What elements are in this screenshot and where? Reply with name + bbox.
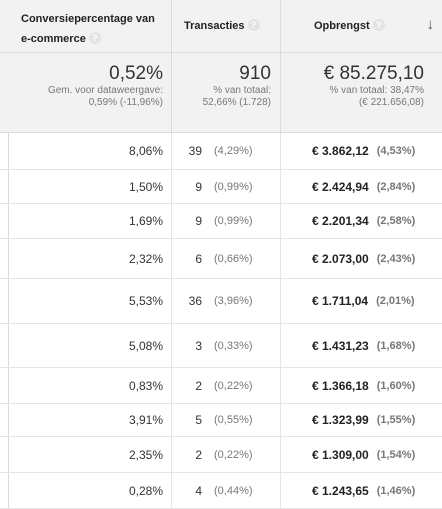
sort-descending-icon[interactable]: ↓: [426, 16, 435, 33]
row-transactions-pct: (3,96%): [214, 295, 253, 307]
row-revenue: € 1.309,00: [312, 447, 369, 462]
row-transactions: 36: [188, 294, 202, 308]
row-revenue: € 3.862,12: [312, 144, 369, 158]
header-revenue[interactable]: Opbrengst? ↓: [281, 0, 442, 52]
header-transactions[interactable]: Transacties?: [172, 0, 281, 52]
row-transactions-pct: (0,99%): [214, 180, 253, 193]
row-transactions: 5: [195, 413, 202, 427]
header-conversion-rate[interactable]: Conversiepercentage van e-commerce?: [9, 0, 172, 52]
table-row: 8,06% 39 (4,29%) € 3.862,12 (4,53%): [0, 133, 442, 170]
help-icon[interactable]: ?: [88, 32, 101, 44]
table-row: 0,28% 4 (0,44%) € 1.243,65 (1,46%): [0, 473, 442, 509]
row-transactions-pct: (0,66%): [214, 252, 253, 265]
total-conversion-line1: Gem. voor dataweergave:: [47, 85, 163, 96]
total-conversion-line2: 0,59% (-11,96%): [88, 97, 163, 108]
row-revenue: € 1.366,18: [312, 378, 369, 393]
row-revenue: € 2.201,34: [312, 214, 369, 228]
row-revenue-pct: (4,53%): [376, 145, 416, 157]
row-revenue-pct: (2,84%): [376, 180, 416, 193]
row-transactions-pct: (0,22%): [214, 379, 253, 392]
row-revenue: € 1.431,23: [312, 338, 369, 353]
table-row: 2,35% 2 (0,22%) € 1.309,00 (1,54%): [0, 437, 442, 473]
left-column-edge: [0, 0, 9, 509]
row-conversion: 3,91%: [128, 413, 163, 427]
row-transactions: 2: [195, 378, 202, 393]
total-transactions: 910 % van totaal: 52,66% (1.728): [172, 53, 281, 132]
row-revenue: € 2.424,94: [312, 179, 369, 194]
row-transactions: 9: [195, 214, 202, 228]
data-rows: 8,06% 39 (4,29%) € 3.862,12 (4,53%) 1,50% …: [0, 133, 442, 509]
table-header: Conversiepercentage van e-commerce? Tran…: [0, 0, 442, 53]
row-conversion: 5,53%: [128, 294, 163, 308]
total-transactions-value: 910: [239, 63, 271, 84]
row-revenue-pct: (1,46%): [376, 484, 416, 497]
row-transactions-pct: (4,29%): [214, 145, 253, 157]
row-transactions-pct: (0,33%): [214, 339, 253, 352]
row-transactions-pct: (0,55%): [214, 414, 253, 426]
table-row: 1,69% 9 (0,99%) € 2.201,34 (2,58%): [0, 204, 442, 239]
row-revenue: € 1.323,99: [312, 413, 369, 427]
row-transactions: 3: [195, 338, 202, 353]
row-conversion: 0,28%: [128, 483, 163, 498]
row-revenue-pct: (2,43%): [376, 252, 416, 265]
table-row: 2,32% 6 (0,66%) € 2.073,00 (2,43%): [0, 239, 442, 279]
row-transactions: 4: [195, 483, 202, 498]
help-icon[interactable]: ?: [372, 19, 385, 31]
table-row: 0,83% 2 (0,22%) € 1.366,18 (1,60%): [0, 368, 442, 404]
row-revenue: € 1.243,65: [312, 483, 369, 498]
table-row: 5,08% 3 (0,33%) € 1.431,23 (1,68%): [0, 324, 442, 368]
row-revenue-pct: (2,01%): [376, 295, 415, 307]
row-transactions-pct: (0,22%): [214, 448, 253, 461]
row-transactions: 6: [195, 251, 202, 266]
total-conversion: 0,52% Gem. voor dataweergave: 0,59% (-11…: [9, 53, 172, 132]
row-transactions: 39: [188, 144, 202, 158]
row-revenue: € 2.073,00: [312, 251, 369, 266]
totals-row: 0,52% Gem. voor dataweergave: 0,59% (-11…: [0, 53, 442, 133]
row-conversion: 1,50%: [128, 179, 163, 194]
total-revenue-line1: % van totaal: 38,47%: [329, 85, 424, 96]
row-conversion: 8,06%: [128, 144, 163, 158]
header-transactions-label: Transacties: [184, 20, 245, 32]
total-revenue: € 85.275,10 % van totaal: 38,47% (€ 221.…: [281, 53, 442, 132]
row-conversion: 2,32%: [128, 251, 163, 266]
table-row: 1,50% 9 (0,99%) € 2.424,94 (2,84%): [0, 170, 442, 204]
header-conversion-label: Conversiepercentage van e-commerce: [21, 13, 155, 45]
total-revenue-value: € 85.275,10: [323, 63, 424, 84]
total-transactions-line2: 52,66% (1.728): [202, 97, 271, 108]
table-row: 3,91% 5 (0,55%) € 1.323,99 (1,55%): [0, 404, 442, 437]
row-revenue-pct: (2,58%): [376, 215, 416, 227]
row-transactions: 2: [195, 447, 202, 462]
row-transactions-pct: (0,99%): [214, 215, 253, 227]
row-revenue-pct: (1,60%): [376, 379, 416, 392]
header-revenue-label: Opbrengst: [314, 20, 370, 32]
row-conversion: 1,69%: [128, 214, 163, 228]
help-icon[interactable]: ?: [247, 19, 260, 31]
row-revenue-pct: (1,68%): [376, 339, 416, 352]
row-transactions-pct: (0,44%): [214, 484, 253, 497]
total-conversion-value: 0,52%: [109, 63, 163, 84]
table-row: 5,53% 36 (3,96%) € 1.711,04 (2,01%): [0, 279, 442, 324]
total-revenue-line2: (€ 221.656,08): [358, 97, 424, 108]
row-conversion: 0,83%: [128, 378, 163, 393]
row-revenue-pct: (1,54%): [376, 448, 416, 461]
row-transactions: 9: [195, 179, 202, 194]
row-revenue-pct: (1,55%): [376, 414, 416, 426]
row-conversion: 5,08%: [128, 338, 163, 353]
row-revenue: € 1.711,04: [312, 294, 369, 308]
total-transactions-line1: % van totaal:: [213, 85, 271, 96]
row-conversion: 2,35%: [128, 447, 163, 462]
